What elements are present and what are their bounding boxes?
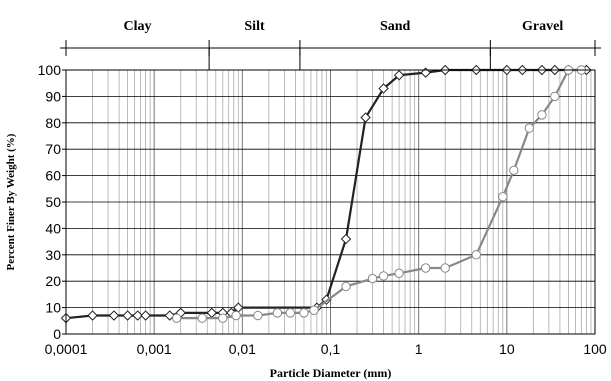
y-tick-label: 60 [45,168,61,184]
data-point-circle [394,268,404,278]
soil-zones: Clay Silt Sand Gravel [60,19,601,70]
zone-label-sand: Sand [380,19,411,34]
y-tick-label: 10 [45,300,61,316]
x-tick-label: 0,0001 [45,341,88,357]
data-point-circle [509,165,519,176]
data-point-circle [378,271,389,281]
x-tick-label: 0,001 [137,341,172,357]
y-tick-label: 70 [45,141,61,157]
data-point-diamond [360,112,371,123]
y-tick-label: 100 [38,62,62,78]
data-point-circle [537,110,547,120]
x-tick-label: 0,1 [321,341,341,357]
data-point-diamond [164,310,175,321]
zone-label-clay: Clay [124,19,152,34]
data-point-diamond [87,310,98,321]
data-point-circle [171,313,182,323]
x-axis-title: Particle Diameter (mm) [270,366,392,380]
data-point-circle [231,310,241,321]
data-point-diamond [378,83,389,94]
data-point-circle [367,273,378,284]
data-point-circle [498,192,508,202]
y-tick-label: 80 [45,115,61,131]
y-axis-title: Percent Finer By Weight (%) [5,133,17,270]
x-tick-label: 10 [499,341,515,357]
data-point-circle [253,310,263,321]
zone-label-silt: Silt [244,19,265,34]
data-point-circle [550,91,560,102]
data-point-circle [285,308,296,318]
y-tick-label: 20 [45,273,61,289]
data-point-circle [471,250,481,260]
x-tick-label: 0,01 [229,341,256,357]
data-point-diamond [340,233,352,245]
y-tick-label: 50 [45,194,61,210]
data-point-circle [197,313,207,323]
data-point-diamond [140,310,151,321]
data-point-circle [218,313,228,323]
data-point-circle [299,308,309,318]
axes: 0 10 20 30 40 50 60 70 80 90 100 0,0001 0,001 0,01 0,1… [38,62,607,357]
zone-label-gravel: Gravel [522,19,563,34]
data-point-circle [272,308,283,318]
data-point-circle [524,123,535,133]
data-point-circle [440,263,450,273]
data-point-circle [309,305,319,315]
x-tick-label: 1 [415,341,423,357]
y-tick-label: 0 [53,326,61,342]
y-tick-label: 30 [45,247,61,263]
data-point-diamond [132,310,143,321]
data-point-circle [420,263,431,273]
y-tick-label: 40 [45,220,61,236]
data-point-circle [341,281,351,292]
data-point-diamond [393,70,405,81]
x-tick-label: 100 [583,341,607,357]
data-point-diamond [122,310,133,321]
data-point-diamond [108,310,120,321]
y-tick-label: 90 [45,88,61,104]
